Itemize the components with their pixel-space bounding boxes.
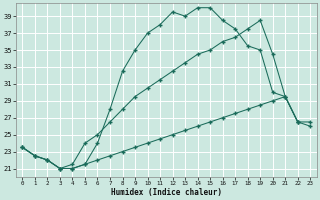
X-axis label: Humidex (Indice chaleur): Humidex (Indice chaleur) <box>111 188 222 197</box>
